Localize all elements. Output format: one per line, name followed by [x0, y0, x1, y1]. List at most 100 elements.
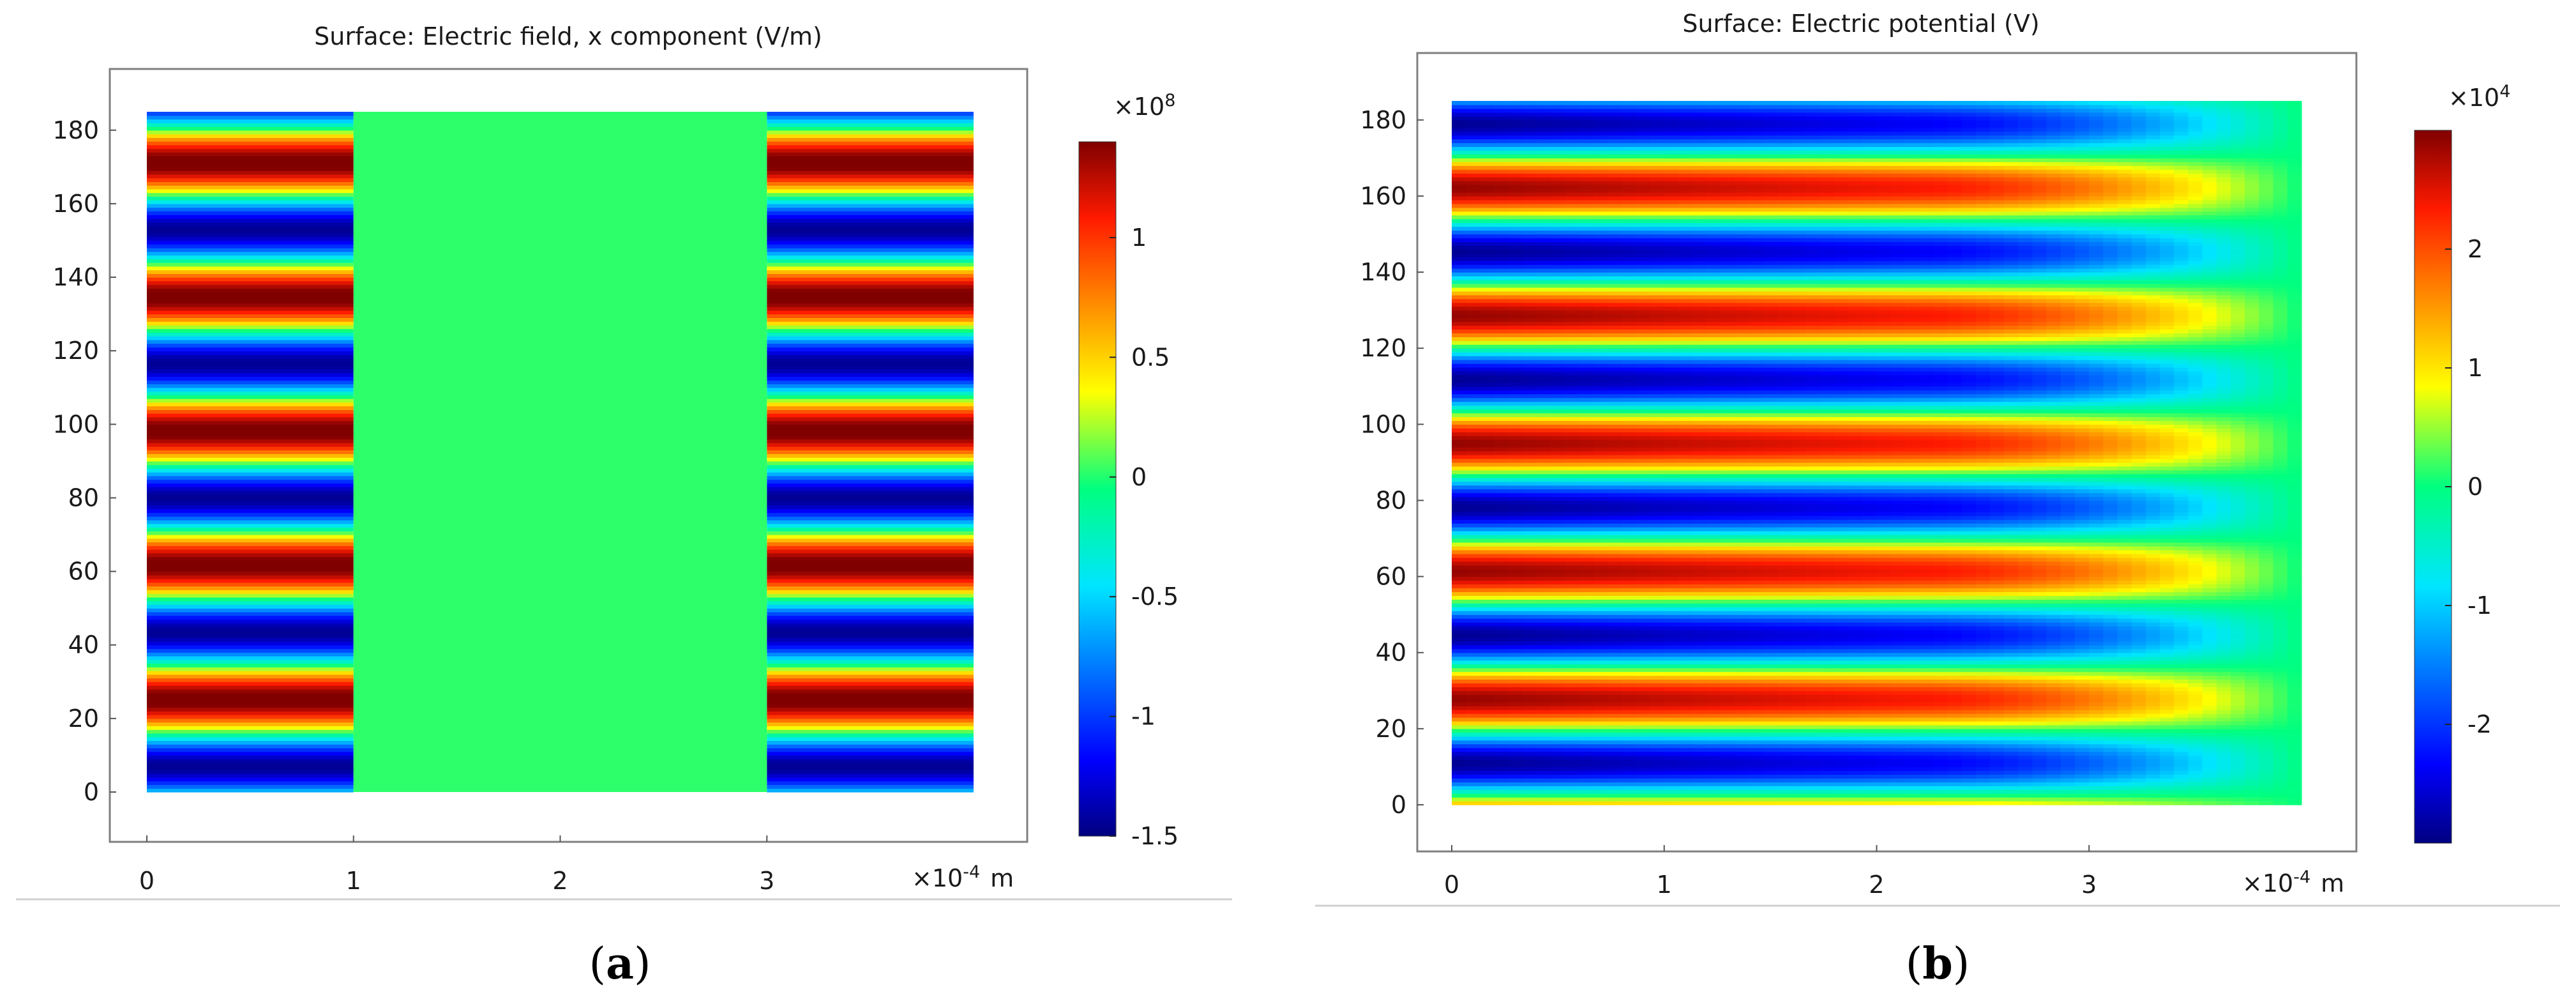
- heat-b-cell: [1636, 397, 1651, 402]
- heat-b-cell: [1636, 321, 1651, 326]
- heat-b-cell: [1664, 104, 1679, 109]
- heat-b-cell: [1466, 241, 1480, 246]
- heat-b-cell: [1650, 492, 1665, 498]
- heat-b-cell: [1735, 123, 1750, 128]
- heat-b-cell: [1622, 656, 1636, 661]
- heat-b-cell: [1452, 253, 1466, 257]
- heat-b-cell: [1692, 405, 1707, 410]
- heat-b-cell: [1636, 515, 1651, 520]
- heat-b-cell: [1537, 611, 1551, 615]
- heat-b-cell: [1466, 687, 1480, 691]
- heat-b-cell: [1593, 614, 1608, 619]
- heat-b-cell: [1763, 747, 1778, 752]
- heat-b-cell: [1721, 234, 1736, 239]
- heat-b-cell: [1452, 458, 1466, 463]
- heat-b-cell: [1494, 337, 1509, 341]
- heat-b-cell: [1692, 508, 1707, 512]
- heat-b-cell: [1466, 451, 1480, 455]
- heat-b-cell: [1650, 763, 1665, 768]
- heat-b-cell: [1664, 215, 1679, 220]
- heat-b-cell: [1608, 393, 1622, 399]
- heat-b-cell: [1749, 789, 1764, 794]
- heat-b-cell: [1749, 648, 1764, 653]
- heat-b-cell: [1565, 508, 1580, 512]
- heat-b-cell: [1522, 181, 1537, 185]
- heat-b-cell: [1494, 215, 1509, 220]
- heat-b-cell: [1522, 276, 1537, 280]
- heat-b-cell: [1664, 382, 1679, 387]
- heat-a-cell: [147, 527, 354, 531]
- heat-b-cell: [1494, 413, 1509, 418]
- heat-b-cell: [1466, 268, 1480, 273]
- heat-b-cell: [1480, 504, 1495, 508]
- heat-b-cell: [1664, 261, 1679, 265]
- heat-b-cell: [1608, 413, 1622, 418]
- heat-b-cell: [1593, 469, 1608, 475]
- heat-b-cell: [1763, 272, 1778, 277]
- heat-b-cell: [1622, 458, 1636, 463]
- chart-a-heatmap: [147, 112, 974, 793]
- heat-b-cell: [1706, 652, 1722, 657]
- heat-b-cell: [1636, 618, 1651, 623]
- heat-b-cell: [1763, 698, 1778, 703]
- heat-b-cell: [1749, 702, 1764, 706]
- heat-a-cell: [767, 365, 974, 370]
- heat-b-cell: [1480, 386, 1495, 391]
- heat-b-cell: [1721, 352, 1736, 356]
- heat-b-cell: [1721, 458, 1736, 463]
- heat-b-cell: [1735, 720, 1750, 726]
- heat-b-cell: [1466, 272, 1480, 277]
- heat-b-cell: [1636, 706, 1651, 710]
- heat-b-cell: [1565, 257, 1580, 261]
- heat-b-cell: [1664, 283, 1679, 288]
- heat-b-cell: [1579, 694, 1594, 699]
- heat-b-cell: [1777, 515, 1792, 520]
- heat-b-cell: [1650, 181, 1665, 185]
- heat-b-cell: [1692, 352, 1707, 356]
- heat-b-cell: [1480, 360, 1495, 364]
- heat-b-cell: [1735, 154, 1750, 158]
- panel-b: Surface: Electric potential (V) 0 20 40 60 8…: [1315, 0, 2576, 1006]
- heat-b-cell: [1522, 393, 1537, 399]
- heat-b-cell: [1749, 466, 1764, 471]
- heat-b-cell: [1480, 706, 1495, 710]
- heat-b-cell: [1664, 279, 1679, 284]
- heat-b-cell: [1735, 195, 1750, 201]
- heat-b-cell: [1749, 473, 1764, 478]
- heat-a-cell: [767, 336, 974, 340]
- heat-b-cell: [1791, 789, 1807, 794]
- heat-b-cell: [1636, 629, 1651, 634]
- heat-b-cell: [1537, 770, 1551, 775]
- heat-b-cell: [1791, 344, 1807, 349]
- heat-b-cell: [1452, 215, 1466, 220]
- heat-b-cell: [1608, 268, 1622, 273]
- heat-a-cell: [147, 137, 354, 142]
- heat-b-cell: [1593, 492, 1608, 498]
- heat-b-cell: [1763, 496, 1778, 501]
- heat-b-cell: [1636, 367, 1651, 372]
- heat-b-cell: [1636, 386, 1651, 391]
- heat-b-cell: [1721, 363, 1736, 368]
- heat-b-cell: [1678, 283, 1693, 288]
- heat-b-cell: [1622, 409, 1636, 414]
- heat-a-cell: [767, 527, 974, 531]
- heat-b-cell: [1452, 116, 1466, 121]
- heat-b-cell: [1494, 123, 1509, 128]
- heat-b-cell: [1735, 314, 1750, 319]
- heat-a-cell: [767, 520, 974, 524]
- heat-b-cell: [1721, 702, 1736, 706]
- heat-b-cell: [1636, 572, 1651, 577]
- heat-b-cell: [1678, 675, 1693, 680]
- heat-b-cell: [1608, 238, 1622, 242]
- heat-b-cell: [1466, 679, 1480, 683]
- heat-b-cell: [1636, 523, 1651, 528]
- heat-b-cell: [1551, 329, 1566, 333]
- heat-b-cell: [1664, 512, 1679, 516]
- heat-b-cell: [1579, 424, 1594, 429]
- heat-b-cell: [1480, 241, 1495, 246]
- heat-b-cell: [1494, 626, 1509, 630]
- heat-b-cell: [1508, 348, 1523, 353]
- heat-b-cell: [1749, 724, 1764, 729]
- heat-b-cell: [1622, 287, 1636, 292]
- heat-b-cell: [1735, 535, 1750, 539]
